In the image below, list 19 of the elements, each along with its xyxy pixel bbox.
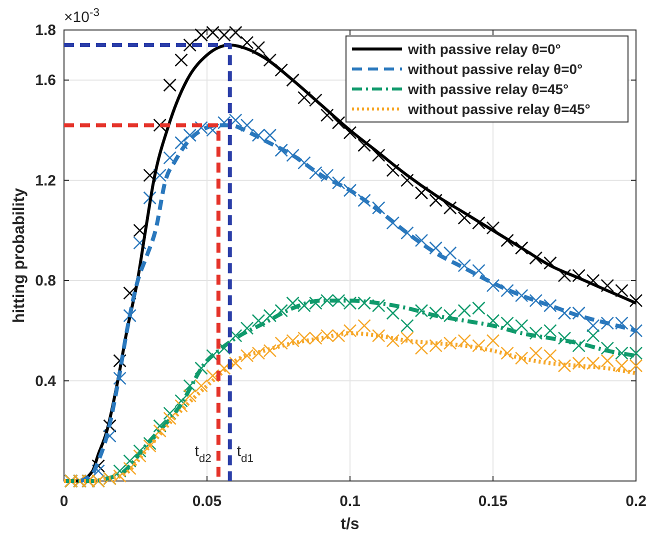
- text: ×10$^{-3}$: [64, 7, 100, 26]
- x-tick-label: 0.1: [340, 493, 360, 510]
- legend-label: without passive relay θ=45°: [407, 101, 590, 117]
- y-tick-label: 1.2: [35, 172, 56, 190]
- annotation: t$_{d1}$: [236, 442, 254, 465]
- y-tick-label: 0.4: [35, 372, 57, 390]
- legend-label: without passive relay θ=0°: [407, 61, 583, 77]
- y-tick-label: 1.8: [35, 22, 56, 39]
- x-tick-label: 0: [60, 493, 68, 510]
- x-tick-label: 0.05: [192, 493, 222, 510]
- y-tick-label: 1.6: [35, 72, 56, 90]
- legend-label: with passive relay θ=45°: [407, 81, 569, 97]
- annotation: t$_{d2}$: [194, 442, 212, 465]
- x-axis-title: t/s: [340, 516, 360, 533]
- y-axis-title: hitting probability: [11, 188, 28, 324]
- legend-label: with passive relay θ=0°: [407, 41, 561, 57]
- x-tick-label: 0.15: [478, 493, 508, 510]
- y-tick-label: 0.8: [35, 272, 56, 290]
- x-tick-label: 0.2: [626, 493, 646, 510]
